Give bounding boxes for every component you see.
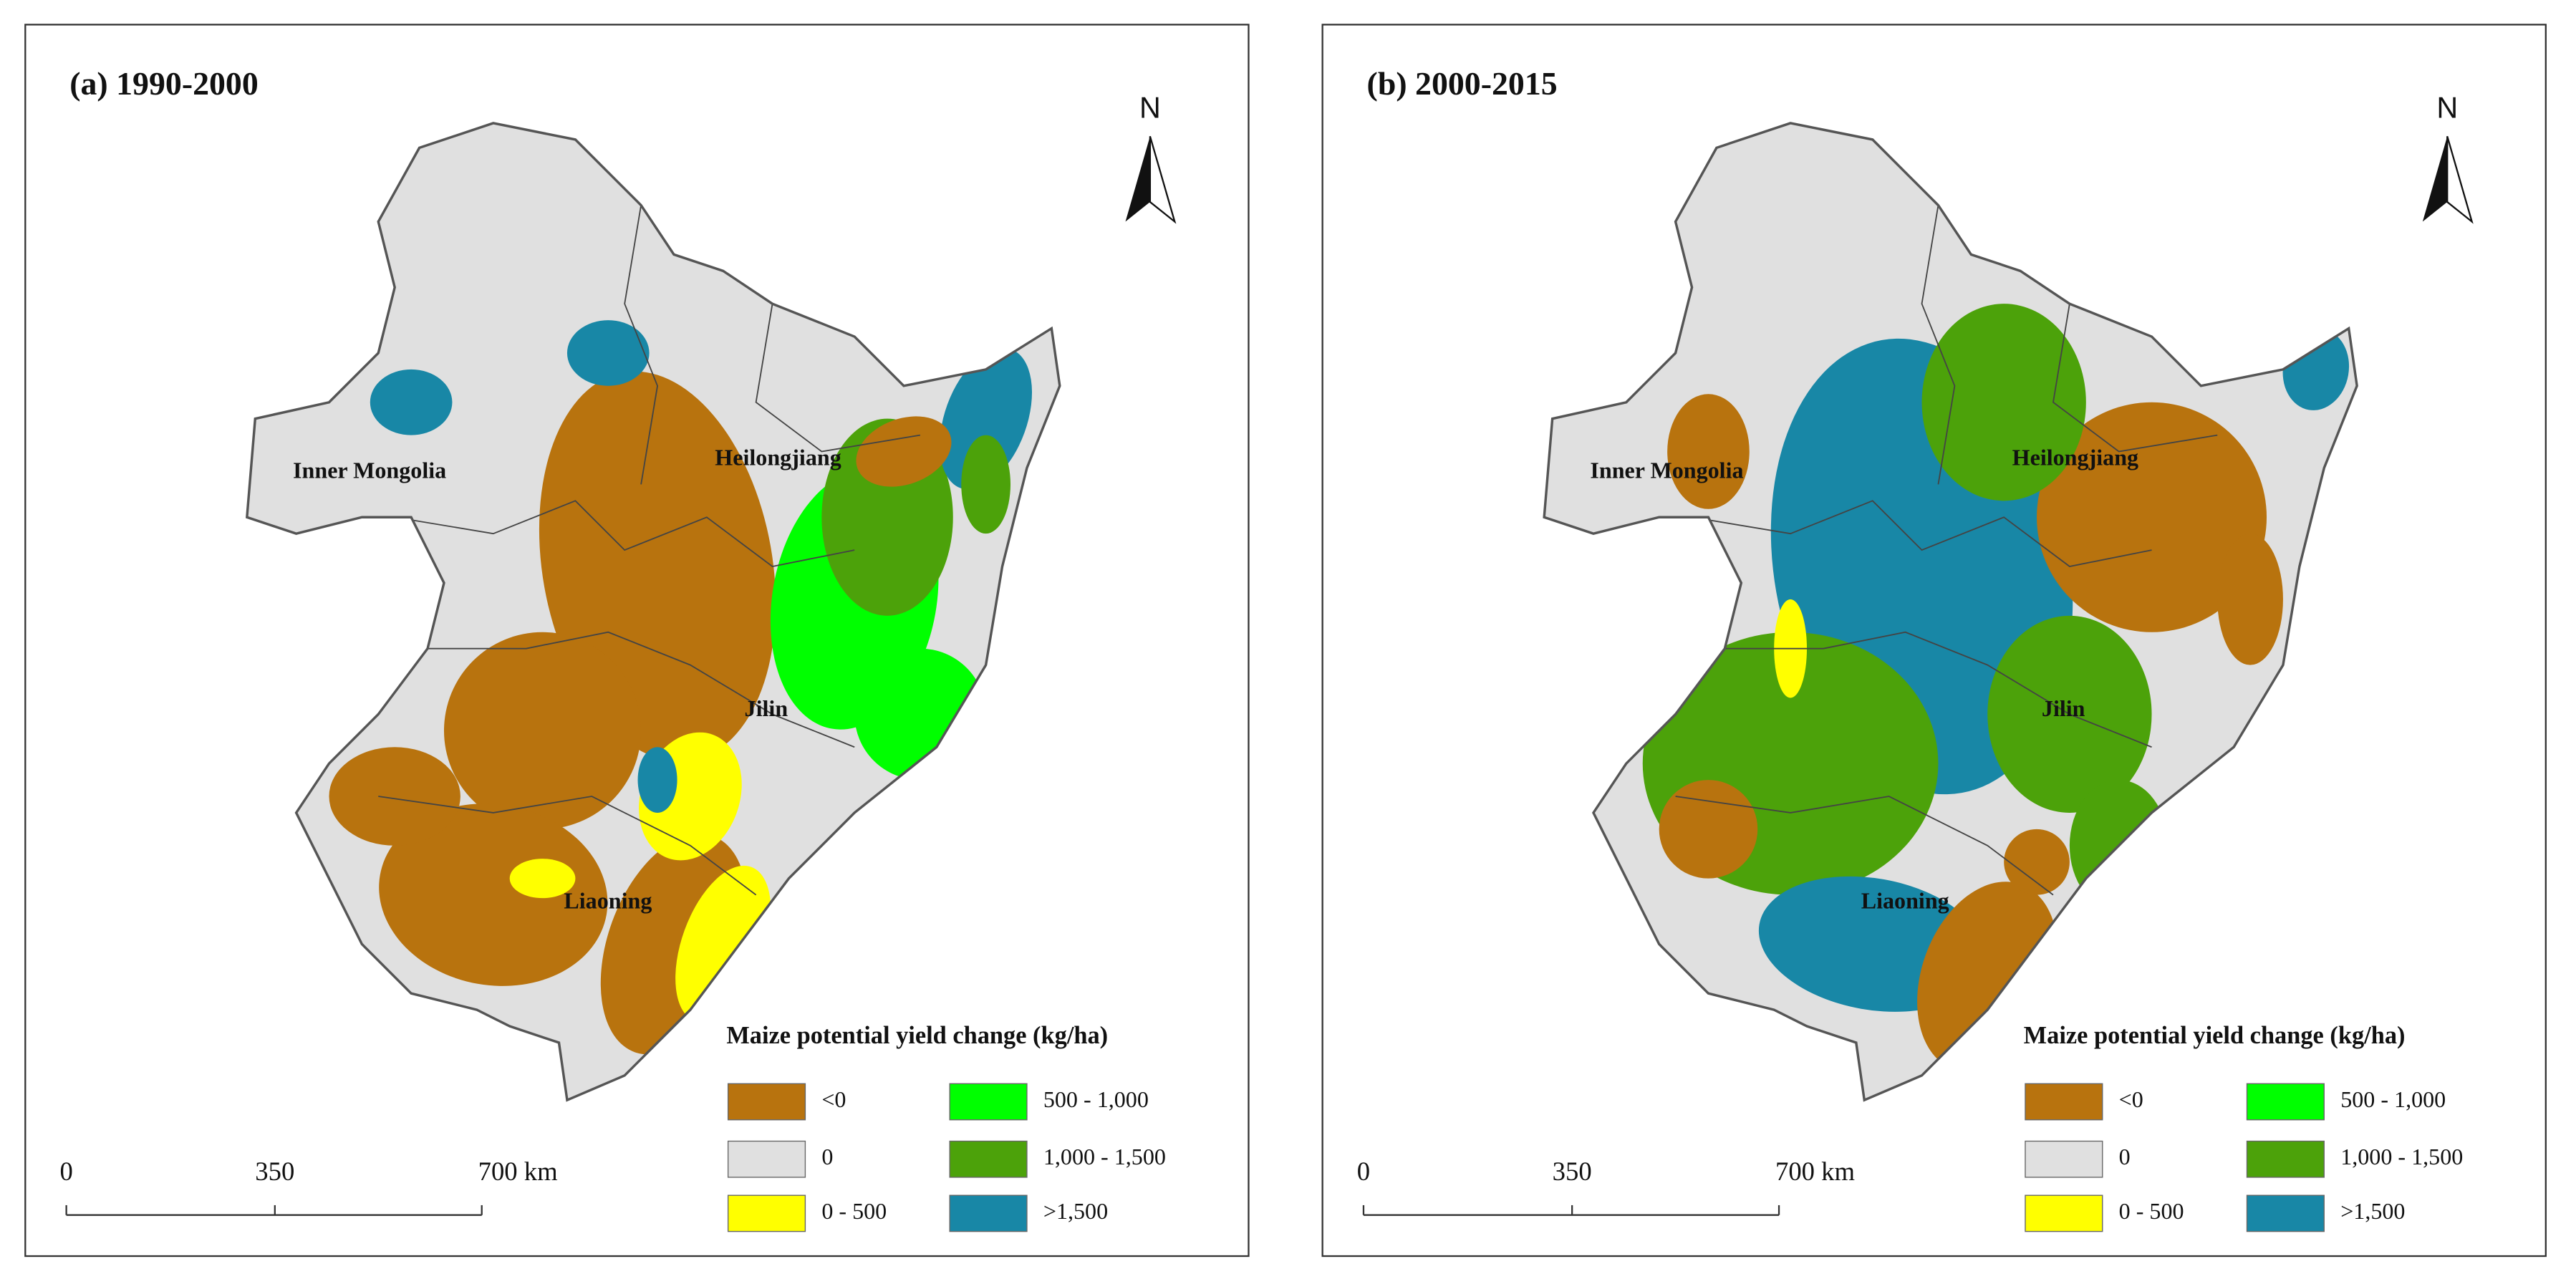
map-patch xyxy=(2004,829,2070,895)
legend-label: <0 xyxy=(2119,1086,2143,1112)
legend-swatch xyxy=(727,1083,806,1121)
legend-swatch xyxy=(949,1194,1028,1232)
map-patch xyxy=(370,369,453,435)
legend-label: 500 - 1,000 xyxy=(2340,1086,2446,1112)
legend-label: >1,500 xyxy=(2340,1198,2405,1224)
map xyxy=(1543,122,2358,1102)
map-patch xyxy=(1659,780,1758,879)
scale-label: 700 km xyxy=(1775,1157,1855,1186)
map-patch xyxy=(509,859,576,899)
map-patch xyxy=(637,747,677,813)
map-patch xyxy=(1667,394,1750,509)
map-patch xyxy=(566,320,650,386)
map-patches xyxy=(1642,205,2350,1073)
boundary xyxy=(624,205,658,485)
map-patch xyxy=(856,416,952,487)
region-label: Inner Mongolia xyxy=(293,458,446,483)
legend-swatch xyxy=(727,1194,806,1232)
map-patch xyxy=(1921,304,2086,501)
region-label: Heilongjiang xyxy=(2012,444,2138,470)
scale-label: 350 xyxy=(1553,1157,1592,1186)
region-label: Liaoning xyxy=(1861,887,1949,913)
boundary xyxy=(1675,796,2054,896)
legend-title: Maize potential yield change (kg/ha) xyxy=(726,1022,1108,1049)
scale-label: 350 xyxy=(255,1157,294,1186)
legend-swatch xyxy=(2246,1140,2325,1178)
region-label: Liaoning xyxy=(564,887,652,913)
legend-swatch xyxy=(2025,1083,2103,1121)
boundary xyxy=(395,500,855,568)
map xyxy=(246,122,1061,1102)
legend-label: 1,000 - 1,500 xyxy=(1043,1144,1166,1169)
legend-swatch xyxy=(2246,1194,2325,1232)
map-panel: (a) 1990-2000 Inner Mongolia Heilongjiang J… xyxy=(24,24,1250,1258)
map-panel: (b) 2000-2015 Inner Mongolia Heilongjiang J… xyxy=(1321,24,2547,1258)
legend-swatch xyxy=(2025,1140,2103,1178)
map-patch xyxy=(940,347,1033,490)
scale-label: 0 xyxy=(59,1157,72,1186)
region-label: Jilin xyxy=(2042,695,2085,721)
legend-label: 0 - 500 xyxy=(821,1198,887,1224)
map-outline xyxy=(1543,122,2358,1102)
boundary xyxy=(1692,500,2152,568)
map-outline xyxy=(246,122,1061,1102)
north-label: N xyxy=(2436,92,2458,125)
legend-swatch xyxy=(2025,1194,2103,1232)
legend-label: >1,500 xyxy=(1043,1198,1108,1224)
boundary xyxy=(378,796,757,896)
map-patch xyxy=(443,632,642,829)
scale-label: 700 km xyxy=(478,1157,558,1186)
map-patches xyxy=(329,205,1033,1055)
region-label: Jilin xyxy=(745,695,788,721)
legend-label: 1,000 - 1,500 xyxy=(2340,1144,2463,1169)
boundary xyxy=(2052,304,2218,453)
panel-title: (a) 1990-2000 xyxy=(69,65,259,102)
boundary xyxy=(1724,631,2152,748)
legend-label: 0 xyxy=(2119,1144,2131,1169)
region-label: Inner Mongolia xyxy=(1590,458,1743,483)
legend-label: 0 - 500 xyxy=(2119,1198,2184,1224)
north-arrow-right xyxy=(2446,135,2474,224)
scale-label: 0 xyxy=(1357,1157,1370,1186)
legend-swatch xyxy=(2246,1083,2325,1121)
north-arrow-left xyxy=(2422,136,2448,222)
boundary xyxy=(755,304,921,453)
map-patch xyxy=(379,803,608,986)
legend-label: 500 - 1,000 xyxy=(1043,1086,1149,1112)
panel-title: (b) 2000-2015 xyxy=(1367,65,1558,102)
legend-swatch xyxy=(949,1140,1028,1178)
legend-swatch xyxy=(949,1083,1028,1121)
legend-title: Maize potential yield change (kg/ha) xyxy=(2024,1022,2406,1049)
boundary xyxy=(428,631,855,748)
region-label: Heilongjiang xyxy=(715,444,841,470)
map-patch xyxy=(961,435,1011,534)
boundary xyxy=(1921,205,1956,485)
map-patch xyxy=(2217,534,2283,665)
map-patch xyxy=(329,747,460,846)
north-arrow-right xyxy=(1149,135,1177,224)
north-label: N xyxy=(1139,92,1161,125)
north-arrow-left xyxy=(1125,136,1150,222)
legend-label: <0 xyxy=(821,1086,846,1112)
legend-swatch xyxy=(727,1140,806,1178)
legend-label: 0 xyxy=(821,1144,833,1169)
map-patch xyxy=(2037,402,2267,632)
